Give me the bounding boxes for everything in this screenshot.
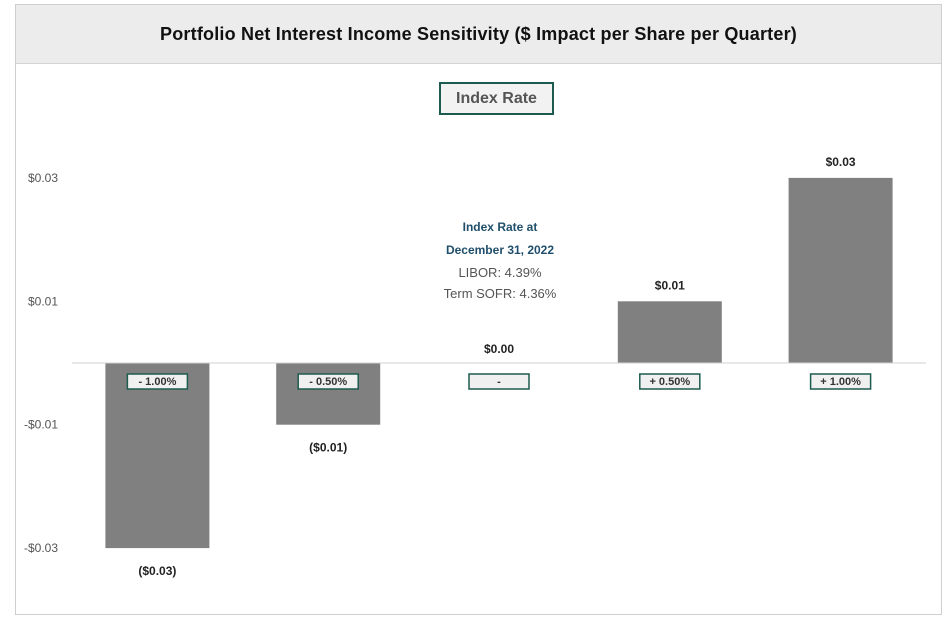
data-label: $0.00 — [484, 342, 514, 356]
bar — [788, 177, 893, 363]
category-box — [126, 373, 189, 390]
category-box — [468, 373, 530, 390]
y-tick-label: -$0.01 — [24, 418, 58, 432]
category-box — [639, 373, 701, 390]
chart-title: Portfolio Net Interest Income Sensitivit… — [160, 23, 797, 44]
category-label: - 1.00% — [138, 376, 176, 388]
data-label: $0.03 — [826, 155, 856, 169]
annotation-libor: LIBOR: 4.39% — [458, 265, 542, 280]
bar — [617, 301, 722, 363]
category-box — [297, 373, 359, 390]
y-tick-label: -$0.03 — [24, 541, 58, 555]
category-box — [809, 373, 872, 390]
y-tick-label: $0.03 — [28, 171, 58, 185]
index-rate-annotation: Index Rate at December 31, 2022 LIBOR: 4… — [400, 216, 600, 304]
category-label: - — [497, 376, 501, 388]
data-label: ($0.01) — [309, 441, 347, 455]
data-label: $0.01 — [655, 278, 685, 292]
chart-header: Portfolio Net Interest Income Sensitivit… — [16, 5, 941, 64]
annotation-term-sofr: Term SOFR: 4.36% — [443, 286, 557, 301]
category-label: + 1.00% — [820, 376, 861, 388]
annotation-line-1: Index Rate at — [462, 220, 538, 234]
annotation-line-2: December 31, 2022 — [445, 243, 555, 257]
bar — [276, 363, 381, 425]
category-label: + 0.50% — [649, 376, 690, 388]
legend-index-rate: Index Rate — [439, 82, 554, 115]
bar — [105, 363, 210, 549]
category-label: - 0.50% — [309, 376, 347, 388]
data-label: ($0.03) — [138, 564, 176, 578]
y-tick-label: $0.01 — [28, 294, 58, 308]
